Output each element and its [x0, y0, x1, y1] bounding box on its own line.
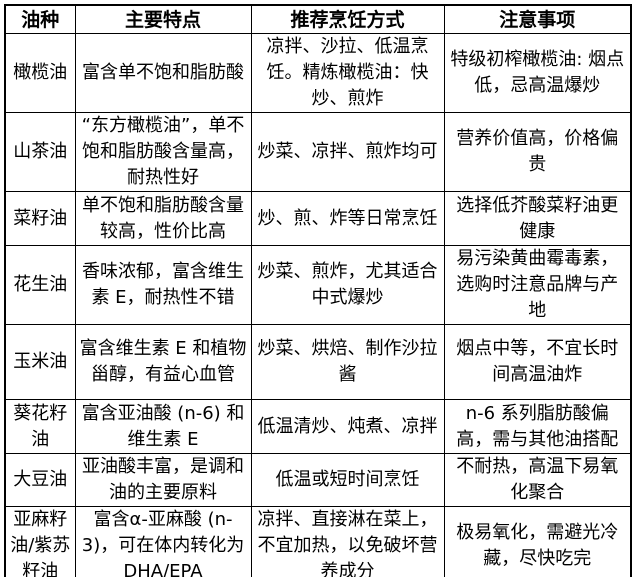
cell-features: 富含α-亚麻酸 (n-3)，可在体内转化为 DHA/EPA	[74, 506, 252, 577]
cell-notes: 烟点中等，不宜长时间高温油炸	[443, 324, 632, 400]
table-row-olive-oil: 橄榄油 富含单不饱和脂肪酸 凉拌、沙拉、低温烹饪。精炼橄榄油：快炒、煎炸 特级初…	[4, 33, 632, 113]
cell-notes: n-6 系列脂肪酸偏高，需与其他油搭配	[443, 399, 632, 454]
cell-features: 富含维生素 E 和植物甾醇，有益心血管	[74, 324, 252, 400]
column-header-cooking: 推荐烹饪方式	[250, 4, 445, 34]
cell-notes: 选择低芥酸菜籽油更健康	[443, 191, 632, 246]
cell-features: 亚油酸丰富，是调和油的主要原料	[74, 453, 252, 507]
cell-features: 富含亚油酸 (n-6) 和维生素 E	[74, 399, 252, 454]
table-header-row: 油种 主要特点 推荐烹饪方式 注意事项	[4, 4, 632, 34]
cell-cooking: 炒菜、煎炸，尤其适合中式爆炒	[250, 245, 445, 325]
table-row-sunflower-oil: 葵花籽油 富含亚油酸 (n-6) 和维生素 E 低温清炒、炖煮、凉拌 n-6 系…	[4, 399, 632, 454]
cell-cooking: 炒菜、烘焙、制作沙拉酱	[250, 324, 445, 400]
cell-notes: 极易氧化，需避光冷藏，尽快吃完	[443, 506, 632, 577]
cooking-oil-table: 油种 主要特点 推荐烹饪方式 注意事项 橄榄油 富含单不饱和脂肪酸 凉拌、沙拉、…	[4, 4, 632, 577]
cell-features: 富含单不饱和脂肪酸	[74, 33, 252, 113]
cell-notes: 营养价值高，价格偏贵	[443, 112, 632, 192]
table-row-peanut-oil: 花生油 香味浓郁，富含维生素 E，耐热性不错 炒菜、煎炸，尤其适合中式爆炒 易污…	[4, 245, 632, 325]
table-row-soybean-oil: 大豆油 亚油酸丰富，是调和油的主要原料 低温或短时间烹饪 不耐热，高温下易氧化聚…	[4, 453, 632, 507]
column-header-features: 主要特点	[74, 4, 252, 34]
cell-oil: 菜籽油	[4, 191, 76, 246]
table-row-rapeseed-oil: 菜籽油 单不饱和脂肪酸含量较高，性价比高 炒、煎、炸等日常烹饪 选择低芥酸菜籽油…	[4, 191, 632, 246]
cell-cooking: 炒菜、凉拌、煎炸均可	[250, 112, 445, 192]
table-row-camellia-oil: 山茶油 “东方橄榄油”，单不饱和脂肪酸含量高，耐热性好 炒菜、凉拌、煎炸均可 营…	[4, 112, 632, 192]
column-header-notes: 注意事项	[443, 4, 632, 34]
cell-oil: 葵花籽油	[4, 399, 76, 454]
cell-features: 单不饱和脂肪酸含量较高，性价比高	[74, 191, 252, 246]
cell-notes: 特级初榨橄榄油: 烟点低，忌高温爆炒	[443, 33, 632, 113]
cell-notes: 易污染黄曲霉毒素，选购时注意品牌与产地	[443, 245, 632, 325]
table-row-corn-oil: 玉米油 富含维生素 E 和植物甾醇，有益心血管 炒菜、烘焙、制作沙拉酱 烟点中等…	[4, 324, 632, 400]
cell-cooking: 炒、煎、炸等日常烹饪	[250, 191, 445, 246]
cell-oil: 山茶油	[4, 112, 76, 192]
cell-cooking: 凉拌、沙拉、低温烹饪。精炼橄榄油：快炒、煎炸	[250, 33, 445, 113]
cell-notes: 不耐热，高温下易氧化聚合	[443, 453, 632, 507]
cell-cooking: 低温清炒、炖煮、凉拌	[250, 399, 445, 454]
column-header-oil: 油种	[4, 4, 76, 34]
cell-features: “东方橄榄油”，单不饱和脂肪酸含量高，耐热性好	[74, 112, 252, 192]
cell-cooking: 凉拌、直接淋在菜上，不宜加热，以免破坏营养成分	[250, 506, 445, 577]
cell-oil: 大豆油	[4, 453, 76, 507]
cell-oil: 橄榄油	[4, 33, 76, 113]
cell-oil: 花生油	[4, 245, 76, 325]
cell-oil: 玉米油	[4, 324, 76, 400]
cell-features: 香味浓郁，富含维生素 E，耐热性不错	[74, 245, 252, 325]
cell-cooking: 低温或短时间烹饪	[250, 453, 445, 507]
table-row-flaxseed-perilla-oil: 亚麻籽油/紫苏籽油 富含α-亚麻酸 (n-3)，可在体内转化为 DHA/EPA …	[4, 506, 632, 577]
cell-oil: 亚麻籽油/紫苏籽油	[4, 506, 76, 577]
